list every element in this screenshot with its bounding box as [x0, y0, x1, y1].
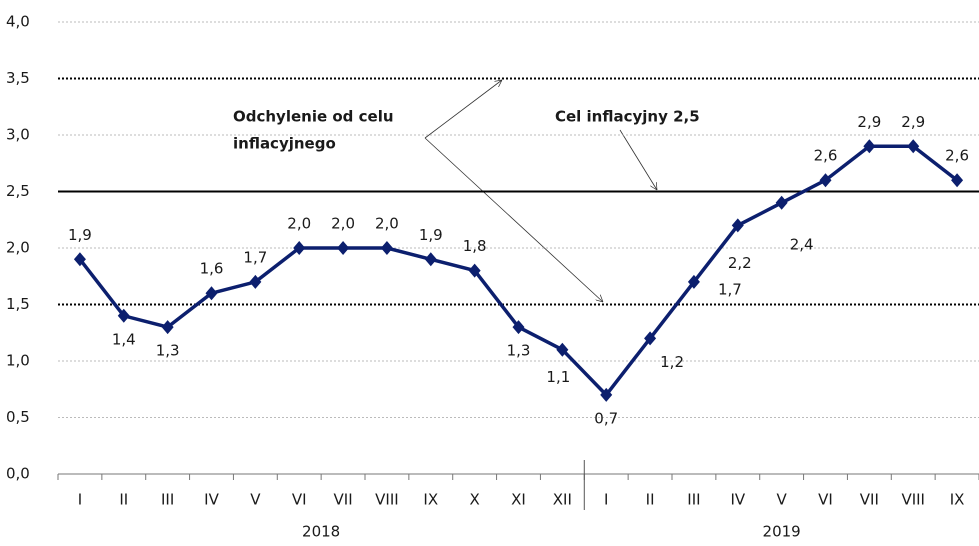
marker — [337, 241, 350, 255]
x-tick-label: II — [646, 491, 655, 509]
x-tick-label: VIII — [901, 491, 925, 509]
data-label: 1,1 — [546, 368, 570, 386]
data-label: 2,0 — [375, 215, 399, 233]
y-tick-label: 1,0 — [6, 352, 30, 370]
marker — [731, 218, 744, 233]
x-tick-label: VI — [292, 491, 307, 509]
y-tick-label: 2,5 — [6, 182, 30, 200]
marker — [951, 173, 964, 188]
data-label: 1,2 — [660, 353, 684, 371]
marker — [73, 252, 86, 267]
data-label: 2,6 — [945, 147, 969, 165]
data-label: 1,6 — [200, 260, 224, 278]
data-label: 1,9 — [419, 226, 443, 244]
marker — [775, 195, 788, 210]
x-tick-label: IX — [423, 491, 438, 509]
data-label: 1,7 — [243, 248, 267, 266]
marker — [644, 331, 657, 346]
data-label: 2,0 — [287, 215, 311, 233]
data-label: 0,7 — [594, 409, 618, 427]
x-tick-label: IX — [950, 491, 965, 509]
data-label: 2,9 — [857, 113, 881, 131]
x-tick-label: V — [777, 491, 788, 509]
x-tick-label: VII — [860, 491, 879, 509]
marker — [819, 173, 832, 188]
y-tick-label: 1,5 — [6, 295, 30, 313]
marker — [863, 139, 876, 154]
data-label: 2,0 — [331, 215, 355, 233]
x-tick-label: III — [687, 491, 700, 509]
x-tick-label: I — [78, 491, 82, 509]
marker — [512, 320, 525, 335]
y-tick-label: 0,5 — [6, 408, 30, 426]
data-label: 2,4 — [790, 235, 814, 253]
x-tick-label: I — [604, 491, 608, 509]
annotation: Odchylenie od celu — [233, 108, 394, 126]
group-label: 2019 — [763, 523, 801, 541]
data-label: 1,7 — [718, 280, 742, 298]
y-tick-label: 3,0 — [6, 126, 30, 144]
marker — [600, 387, 613, 402]
marker — [205, 286, 218, 301]
x-tick-label: X — [470, 491, 480, 509]
marker — [293, 241, 306, 255]
x-tick-label: V — [250, 491, 261, 509]
y-tick-label: 0,0 — [6, 465, 30, 483]
marker — [907, 139, 920, 154]
marker — [468, 263, 481, 278]
marker — [687, 274, 700, 289]
x-tick-label: VII — [334, 491, 353, 509]
arrows — [424, 80, 657, 302]
marker — [117, 308, 130, 323]
marker — [249, 274, 262, 289]
x-tick-label: II — [119, 491, 128, 509]
data-label: 1,8 — [463, 237, 487, 255]
data-label: 1,3 — [156, 342, 180, 360]
data-label: 2,6 — [814, 147, 838, 165]
annotation: inflacyjnego — [233, 135, 336, 153]
marker — [556, 342, 569, 357]
annotation: Cel inflacyjny 2,5 — [555, 108, 700, 126]
group-label: 2018 — [302, 523, 340, 541]
x-tick-label: XI — [511, 491, 526, 509]
x-tick-label: IV — [730, 491, 745, 509]
x-tick-label: XII — [553, 491, 572, 509]
marker — [161, 320, 174, 335]
data-label: 2,9 — [901, 113, 925, 131]
y-tick-label: 4,0 — [6, 13, 30, 31]
data-label: 1,9 — [68, 226, 92, 244]
marker — [424, 252, 437, 267]
x-tick-label: VI — [818, 491, 833, 509]
data-label: 1,4 — [112, 330, 136, 348]
x-tick-label: III — [161, 491, 174, 509]
data-label: 2,2 — [728, 254, 752, 272]
x-tick-label: VIII — [375, 491, 399, 509]
y-tick-label: 3,5 — [6, 69, 30, 87]
data-label: 1,3 — [507, 342, 531, 360]
x-tick-label: IV — [204, 491, 219, 509]
y-tick-label: 2,0 — [6, 239, 30, 257]
marker — [380, 241, 393, 255]
